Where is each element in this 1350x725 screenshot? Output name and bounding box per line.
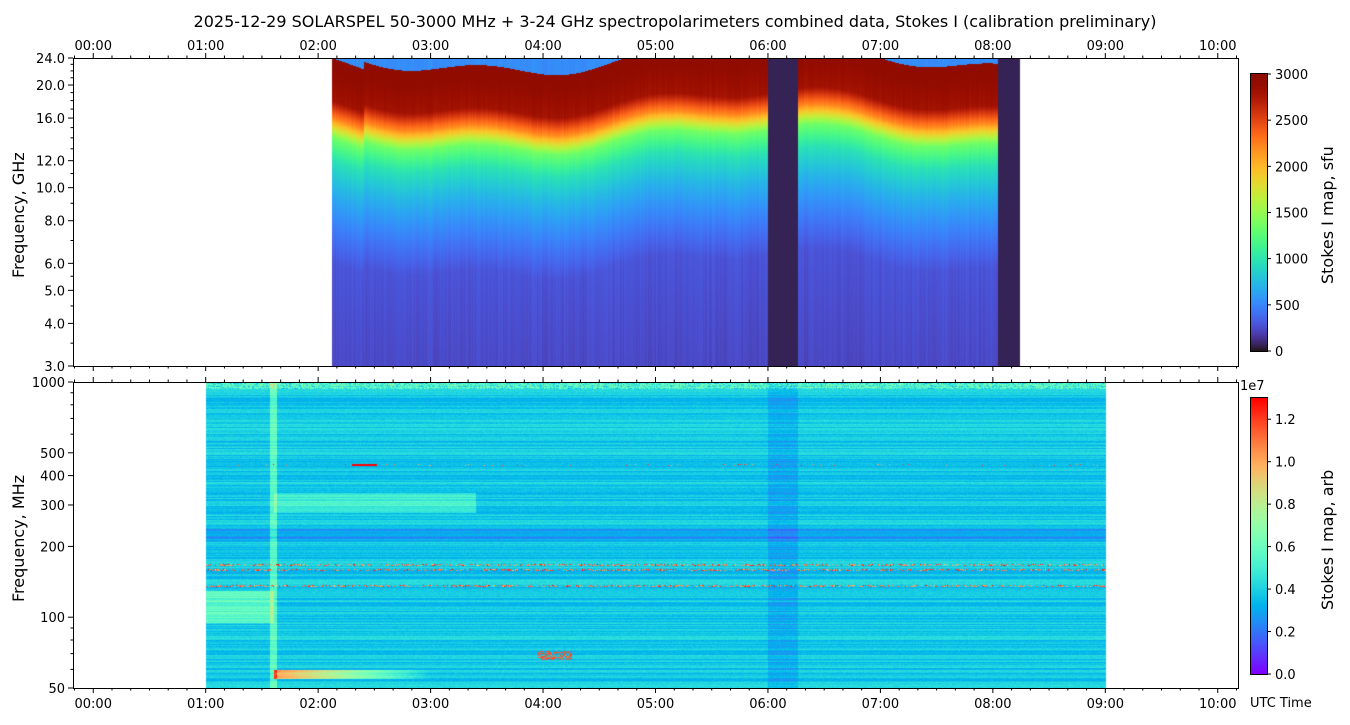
top-x-tick-label: 05:00 — [637, 39, 674, 54]
colorbar-tick-label: 1500 — [1275, 207, 1308, 222]
bottom-x-tick-label: 01:00 — [187, 697, 224, 712]
colorbar-tick-label: 1.2 — [1275, 413, 1296, 428]
top-x-tick-label: 07:00 — [862, 39, 899, 54]
colorbar-tick-label: 3000 — [1275, 68, 1308, 83]
bottom-y-tick-label: 1000 — [32, 376, 65, 391]
bottom-y-tick-label: 100 — [40, 611, 65, 626]
top-y-tick-label: 24.0 — [36, 52, 65, 67]
colorbar-tick-label: 0.8 — [1275, 498, 1296, 513]
top-y-tick-label: 8.0 — [44, 215, 65, 230]
x-axis-label: UTC Time — [1250, 696, 1312, 711]
top-x-tick-label: 00:00 — [75, 39, 112, 54]
top-y-tick-label: 3.0 — [44, 360, 65, 375]
bottom-x-tick-label: 05:00 — [637, 697, 674, 712]
top-y-tick-label: 6.0 — [44, 257, 65, 272]
top-x-tick-label: 10:00 — [1199, 39, 1236, 54]
top-x-tick-label: 06:00 — [749, 39, 786, 54]
top-y-tick-label: 4.0 — [44, 317, 65, 332]
chart-title: 2025-12-29 SOLARSPEL 50-3000 MHz + 3-24 … — [193, 12, 1157, 31]
bottom-y-tick-label: 300 — [40, 499, 65, 514]
bottom-y-tick-label: 400 — [40, 470, 65, 485]
colorbar-tick-label: 2500 — [1275, 114, 1308, 129]
top-spectrogram — [74, 59, 1238, 366]
top-x-tick-label: 01:00 — [187, 39, 224, 54]
bottom-colorbar — [1250, 397, 1268, 675]
colorbar-tick-label: 0.2 — [1275, 626, 1296, 641]
bottom-y-tick-label: 50 — [48, 682, 65, 697]
bottom-y-tick-label: 500 — [40, 447, 65, 462]
colorbar-tick-label: 0.6 — [1275, 541, 1296, 556]
top-y-tick-label: 10.0 — [36, 182, 65, 197]
top-x-tick-label: 04:00 — [524, 39, 561, 54]
colorbar-tick-label: 0.4 — [1275, 583, 1296, 598]
top-y-tick-label: 5.0 — [44, 284, 65, 299]
bottom-x-tick-label: 04:00 — [524, 697, 561, 712]
colorbar-tick-label: 2000 — [1275, 160, 1308, 175]
bottom-x-tick-label: 03:00 — [412, 697, 449, 712]
colorbar-tick-label: 1.0 — [1275, 456, 1296, 471]
top-x-tick-label: 03:00 — [412, 39, 449, 54]
top-y-tick-label: 20.0 — [36, 79, 65, 94]
bottom-x-tick-label: 10:00 — [1199, 697, 1236, 712]
bottom-colorbar-exponent: 1e7 — [1240, 379, 1265, 394]
top-y-tick-label: 16.0 — [36, 112, 65, 127]
bottom-y-tick-label: 200 — [40, 540, 65, 555]
bottom-x-tick-label: 09:00 — [1087, 697, 1124, 712]
bottom-x-tick-label: 02:00 — [299, 697, 336, 712]
bottom-x-tick-label: 08:00 — [974, 697, 1011, 712]
bottom-spectrogram — [74, 383, 1238, 688]
bottom-x-tick-label: 06:00 — [749, 697, 786, 712]
colorbar-tick-label: 0 — [1275, 345, 1283, 360]
colorbar-tick-label: 0.0 — [1275, 668, 1296, 683]
top-x-tick-label: 02:00 — [299, 39, 336, 54]
top-x-tick-label: 09:00 — [1087, 39, 1124, 54]
top-y-tick-label: 12.0 — [36, 155, 65, 170]
top-x-tick-label: 08:00 — [974, 39, 1011, 54]
colorbar-tick-label: 1000 — [1275, 253, 1308, 268]
bottom-x-tick-label: 07:00 — [862, 697, 899, 712]
bottom-x-tick-label: 00:00 — [75, 697, 112, 712]
colorbar-tick-label: 500 — [1275, 299, 1300, 314]
